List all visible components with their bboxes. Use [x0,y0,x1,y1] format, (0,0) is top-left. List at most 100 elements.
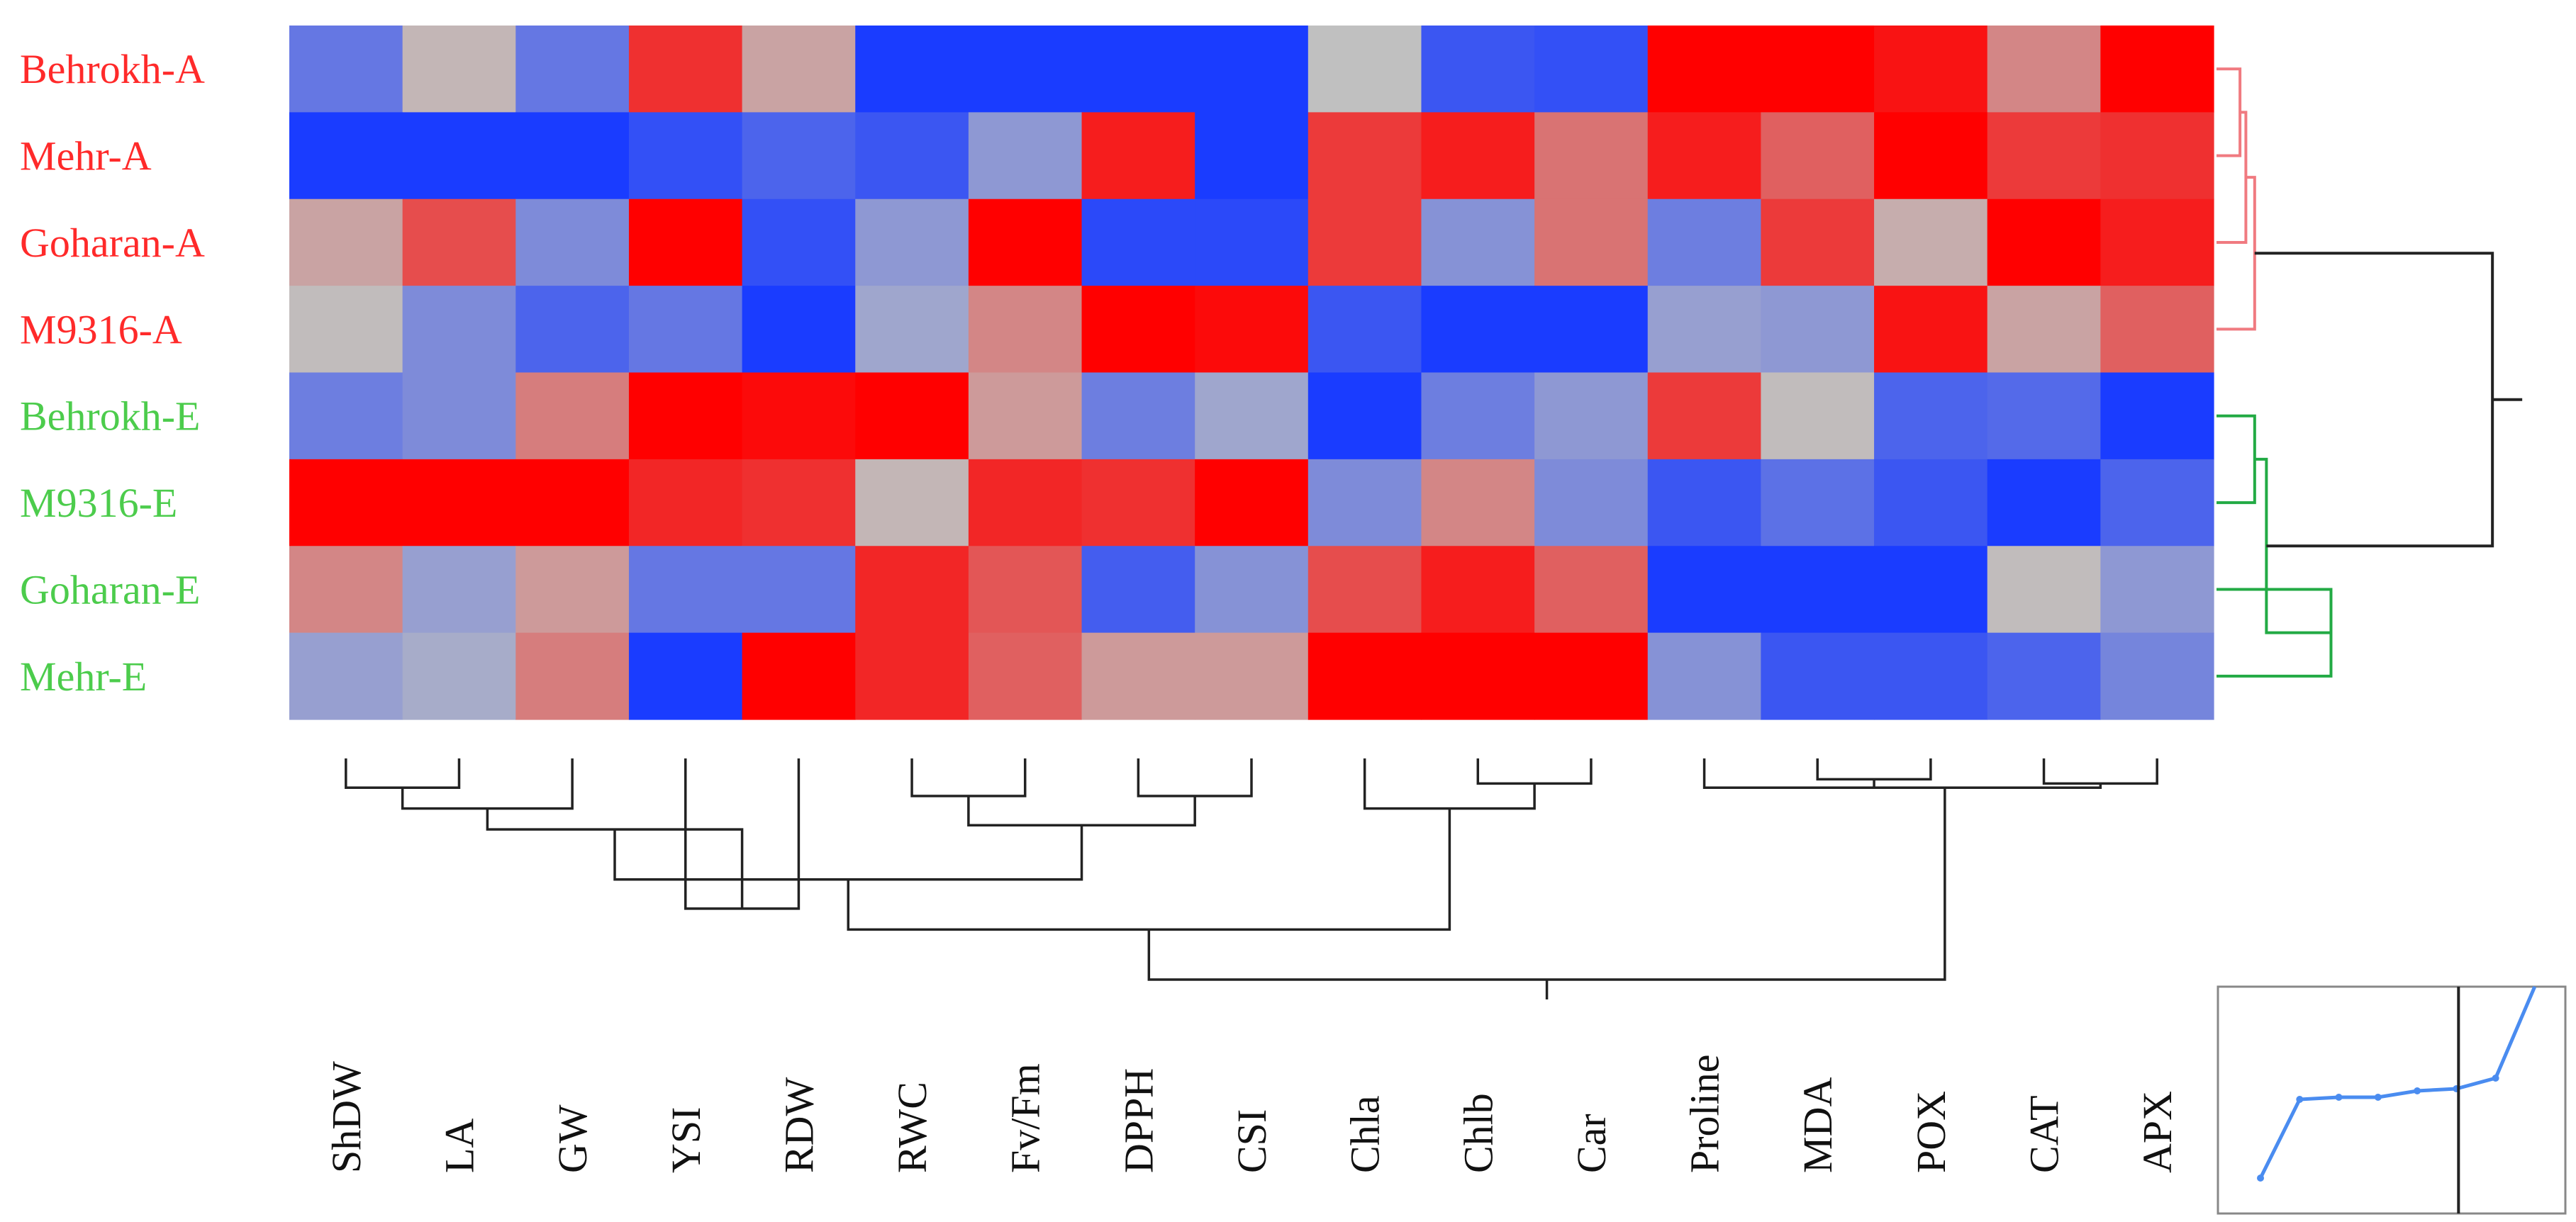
inset-point [2257,1175,2264,1182]
heatmap-cell [742,26,856,113]
heatmap-cell [402,546,516,634]
heatmap-cell [855,546,969,634]
heatmap-cell [968,632,1083,720]
inset-cut-curve [2217,985,2567,1215]
heatmap-cell [1647,372,1762,460]
heatmap-cell [1195,372,1309,460]
heatmap-cell [1421,198,1535,286]
heatmap-cell [1647,286,1762,374]
heatmap-cell [1987,546,2101,634]
col-dendro-root [1147,787,1946,981]
column-label: RDW [776,1077,822,1173]
col-dendro-link [847,808,1451,931]
heatmap-cell [402,632,516,720]
heatmap-cell [1081,546,1195,634]
row-dendro-link [2217,414,2256,505]
row-labels: Behrokh-A Mehr-A Goharan-A M9316-A Behrokh-E… [20,46,205,700]
heatmap-cell [1874,112,1988,200]
heatmap-cell [515,286,630,374]
heatmap-cell [1647,198,1762,286]
heatmap-cell [628,26,743,113]
heatmap-cell [628,546,743,634]
heatmap-cell [1874,632,1988,720]
heatmap-cell [855,372,969,460]
heatmap-cell [1307,286,1422,374]
col-dendro-link [1137,758,1253,797]
heatmap-cell [1307,372,1422,460]
column-label: MDA [1795,1077,1841,1173]
heatmap-cell [289,459,403,546]
heatmap-cell [628,286,743,374]
heatmap-cell [2100,198,2214,286]
column-label: POX [1908,1091,1954,1173]
col-dendro-link [2042,758,2158,785]
heatmap-cell [515,546,630,634]
heatmap-cell [968,26,1083,113]
heatmap-cell [1874,372,1988,460]
col-dendro-link [910,758,1027,797]
column-label: DPPH [1115,1068,1161,1173]
heatmap-cell [968,459,1083,546]
heatmap-cell [515,632,630,720]
heatmap-cell [289,198,403,286]
heatmap-cell [1761,286,1875,374]
inset-point [2374,1094,2382,1101]
heatmap-cell [628,372,743,460]
heatmap-cell [1307,459,1422,546]
heatmap-cell [1761,112,1875,200]
heatmap-cell [1534,198,1649,286]
column-label: YSI [663,1107,709,1173]
heatmap-cell [742,112,856,200]
heatmap-cell [1195,459,1309,546]
heatmap-cell [1307,26,1422,113]
heatmap-cell [742,372,856,460]
heatmap-cell [628,459,743,546]
row-label: Goharan-A [20,220,205,266]
row-label: M9316-A [20,306,182,352]
heatmap-cell [289,286,403,374]
row-label: Mehr-A [20,133,152,179]
col-dendro-link [1702,758,1875,789]
heatmap-cell [1987,286,2101,374]
heatmap-cell [628,632,743,720]
heatmap-cell [2100,459,2214,546]
heatmap-cell [515,372,630,460]
heatmap-cell [402,459,516,546]
row-label: M9316-E [20,480,177,526]
column-label: Chla [1342,1095,1388,1173]
heatmap-cell [855,459,969,546]
heatmap-grid [289,26,2214,720]
heatmap-cell [855,198,969,286]
row-dendro-link [2217,111,2248,244]
inset-point [2335,1094,2343,1101]
heatmap-cell [402,112,516,200]
row-label: Goharan-E [20,566,200,612]
heatmap-cell [515,198,630,286]
col-dendro-link [1816,758,1932,781]
heatmap-cell [742,546,856,634]
heatmap-cell [1534,546,1649,634]
heatmap-cell [855,286,969,374]
heatmap-cell [1874,198,1988,286]
heatmap-cell [1081,198,1195,286]
column-label: Fv/Fm [1003,1063,1049,1173]
row-dendrogram [2217,67,2523,678]
heatmap-cell [1195,632,1309,720]
row-dendro-link [2217,67,2242,157]
heatmap-cell [1421,459,1535,546]
heatmap-cell [1081,26,1195,113]
column-label: LA [436,1119,482,1173]
heatmap-cell [1534,286,1649,374]
heatmap-cell [1987,198,2101,286]
heatmap-cell [1307,112,1422,200]
heatmap-cell [855,632,969,720]
heatmap-cell [515,112,630,200]
heatmap-cell [1195,546,1309,634]
heatmap-cell [1421,372,1535,460]
inset-point [2414,1087,2421,1094]
inset-frame [2217,985,2567,1215]
heatmap-cell [1081,112,1195,200]
heatmap-cell [1081,286,1195,374]
inset-point [2296,1096,2304,1103]
